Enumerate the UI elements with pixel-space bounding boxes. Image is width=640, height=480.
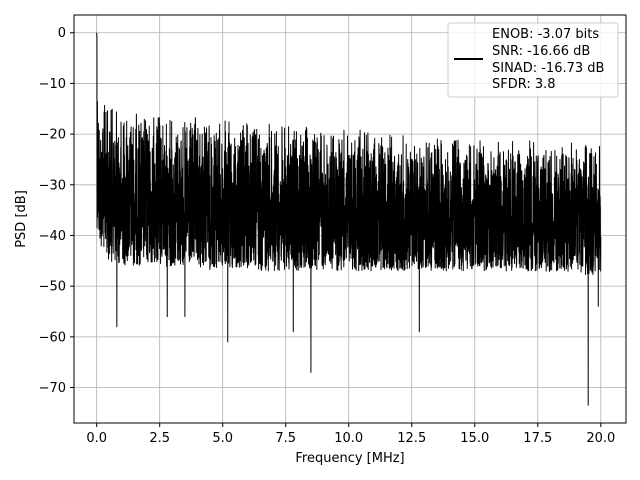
x-tick-label: 12.5 bbox=[397, 431, 426, 446]
x-tick-label: 2.5 bbox=[149, 431, 170, 446]
legend-box bbox=[447, 22, 619, 98]
x-tick-label: 5.0 bbox=[212, 431, 233, 446]
x-axis-ticks: 0.0 2.5 5.0 7.5 10.0 12.5 15.0 17.5 20.0 bbox=[86, 423, 615, 446]
x-tick-label: 17.5 bbox=[523, 431, 552, 446]
x-tick-label: 15.0 bbox=[460, 431, 489, 446]
legend-entry-snr: SNR: -16.66 dB bbox=[492, 44, 590, 59]
x-tick-label: 7.5 bbox=[275, 431, 296, 446]
y-tick-label: 0 bbox=[58, 26, 66, 41]
x-axis-label: Frequency [MHz] bbox=[295, 451, 404, 466]
y-tick-label: −10 bbox=[39, 77, 66, 92]
y-tick-label: −40 bbox=[39, 229, 66, 244]
y-axis-label: PSD [dB] bbox=[14, 190, 29, 248]
y-tick-label: −20 bbox=[39, 128, 66, 143]
legend-entry-sinad: SINAD: -16.73 dB bbox=[492, 61, 604, 76]
x-tick-label: 20.0 bbox=[586, 431, 615, 446]
x-tick-label: 10.0 bbox=[334, 431, 363, 446]
axes-frame bbox=[73, 14, 627, 424]
y-tick-label: −50 bbox=[39, 280, 66, 295]
legend-entry-sfdr: SFDR: 3.8 bbox=[492, 77, 556, 92]
legend: ENOB: -3.07 bits SNR: -16.66 dB SINAD: -… bbox=[447, 22, 619, 98]
y-tick-label: −60 bbox=[39, 330, 66, 345]
legend-entry-enob: ENOB: -3.07 bits bbox=[492, 27, 599, 42]
x-tick-label: 0.0 bbox=[86, 431, 107, 446]
psd-series-line bbox=[96, 32, 602, 406]
y-axis-ticks: 0 −10 −20 −30 −40 −50 −60 −70 bbox=[39, 26, 74, 396]
y-tick-label: −70 bbox=[39, 381, 66, 396]
y-tick-label: −30 bbox=[39, 178, 66, 193]
plot-area bbox=[96, 32, 602, 406]
